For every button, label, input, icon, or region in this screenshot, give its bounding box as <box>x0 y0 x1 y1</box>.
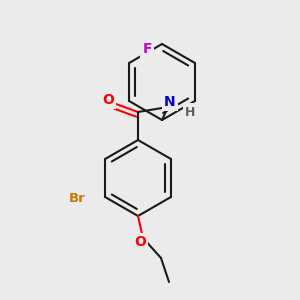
Text: Br: Br <box>69 193 86 206</box>
Text: F: F <box>142 42 152 56</box>
Text: H: H <box>185 106 195 118</box>
Text: N: N <box>164 95 176 109</box>
Text: O: O <box>102 93 114 107</box>
Text: O: O <box>134 235 146 249</box>
